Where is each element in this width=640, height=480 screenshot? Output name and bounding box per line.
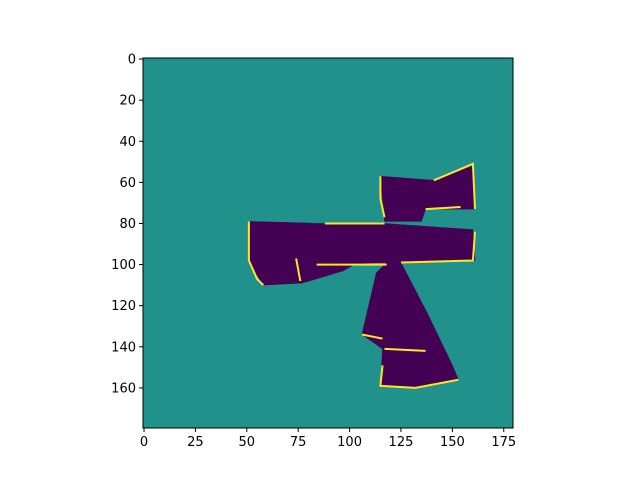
x-tick-label: 125: [389, 435, 414, 450]
x-tick-label: 75: [290, 435, 307, 450]
axes-frame: [142, 57, 514, 429]
x-tick-label: 50: [239, 435, 256, 450]
y-axis: 0 20 40 60 80 100 120 140 160: [111, 53, 143, 396]
heatmap-boundary-10: [384, 347, 426, 352]
y-tick-label: 80: [119, 217, 136, 232]
heatmap-boundary-7: [400, 231, 476, 264]
y-tick-label: 0: [128, 53, 136, 68]
heatmap-boundary-2: [433, 162, 476, 210]
heatmap-region-2: [248, 221, 476, 265]
heatmap-boundary-9: [361, 333, 383, 340]
x-tick-label: 175: [491, 435, 516, 450]
heatmap-boundary-1: [379, 176, 386, 218]
heatmap-boundary-11: [379, 365, 459, 389]
y-tick-label: 160: [111, 381, 136, 396]
y-tick-label: 140: [111, 340, 136, 355]
heatmap-boundary-8: [295, 258, 302, 282]
x-tick-label: 100: [337, 435, 362, 450]
x-tick-label: 150: [440, 435, 465, 450]
y-tick-label: 20: [119, 94, 136, 109]
x-tick-label: 0: [140, 435, 148, 450]
heatmap-boundary-4: [247, 221, 265, 286]
x-axis: 0 25 50 75 100 125 150 175: [140, 428, 516, 450]
heatmap-image: [143, 58, 513, 428]
heatmap-region-3: [248, 262, 359, 286]
y-tick-label: 60: [119, 176, 136, 191]
x-tick-label: 25: [187, 435, 204, 450]
y-tick-label: 40: [119, 135, 136, 150]
heatmap-boundary-3: [425, 206, 461, 211]
y-tick-label: 100: [111, 258, 136, 273]
y-tick-label: 120: [111, 299, 136, 314]
